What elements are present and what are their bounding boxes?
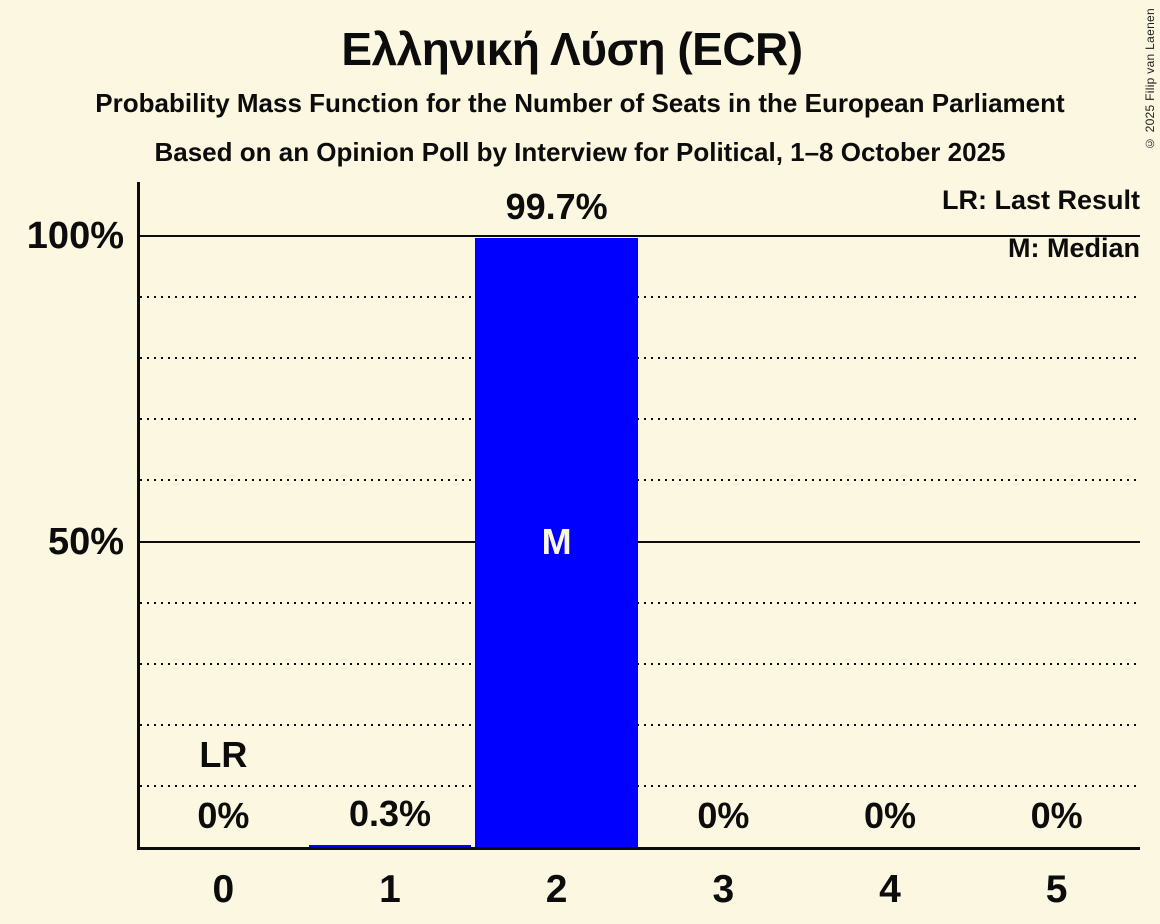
gridline-20pct xyxy=(140,723,1140,726)
annotation-m: M xyxy=(541,520,572,562)
legend-median: M: Median xyxy=(1008,233,1140,263)
value-label-seats-3: 0% xyxy=(697,795,750,836)
y-axis-labels: 100% 50% xyxy=(0,182,124,847)
chart-subtitle: Probability Mass Function for the Number… xyxy=(95,88,1065,118)
value-label-seats-1: 0.3% xyxy=(348,793,432,835)
copyright-notice: © 2025 Filip van Laenen xyxy=(1143,8,1157,151)
value-label-seats-2: 99.7% xyxy=(505,185,608,227)
gridline-30pct xyxy=(140,662,1140,665)
plot-area: 0% 0.3% 99.7% 0% 0% 0% LR M xyxy=(137,182,1140,850)
y-tick-label-50: 50% xyxy=(47,520,124,563)
x-tick-label-2: 2 xyxy=(545,868,568,911)
y-axis-line xyxy=(137,182,140,850)
gridline-50pct xyxy=(140,540,1140,543)
gridline-10pct xyxy=(140,784,1140,787)
x-tick-label-5: 5 xyxy=(1045,868,1068,911)
x-tick-label-0: 0 xyxy=(212,868,235,911)
x-tick-label-1: 1 xyxy=(379,868,401,911)
value-label-seats-0: 0% xyxy=(197,795,250,836)
gridline-70pct xyxy=(140,418,1140,421)
y-tick-label-100: 100% xyxy=(26,215,124,257)
gridline-40pct xyxy=(140,601,1140,604)
gridline-100pct xyxy=(140,235,1140,237)
bar-seats-2 xyxy=(475,237,638,847)
x-axis-line xyxy=(137,847,1140,850)
bar-seats-1 xyxy=(308,845,472,847)
gridline-90pct xyxy=(140,296,1140,299)
chart-poll-details: Based on an Opinion Poll by Interview fo… xyxy=(154,137,1006,167)
annotation-lr: LR xyxy=(199,734,248,776)
value-label-seats-5: 0% xyxy=(1030,795,1083,836)
x-axis-labels: 0 1 2 3 4 5 xyxy=(140,867,1140,913)
x-tick-label-4: 4 xyxy=(879,868,901,911)
legend-last-result: LR: Last Result xyxy=(941,185,1140,215)
gridline-80pct xyxy=(140,357,1140,360)
chart-title: Ελληνική Λύση (ECR) xyxy=(341,23,803,75)
value-label-seats-4: 0% xyxy=(863,795,916,836)
x-tick-label-3: 3 xyxy=(712,868,735,911)
gridline-60pct xyxy=(140,479,1140,482)
